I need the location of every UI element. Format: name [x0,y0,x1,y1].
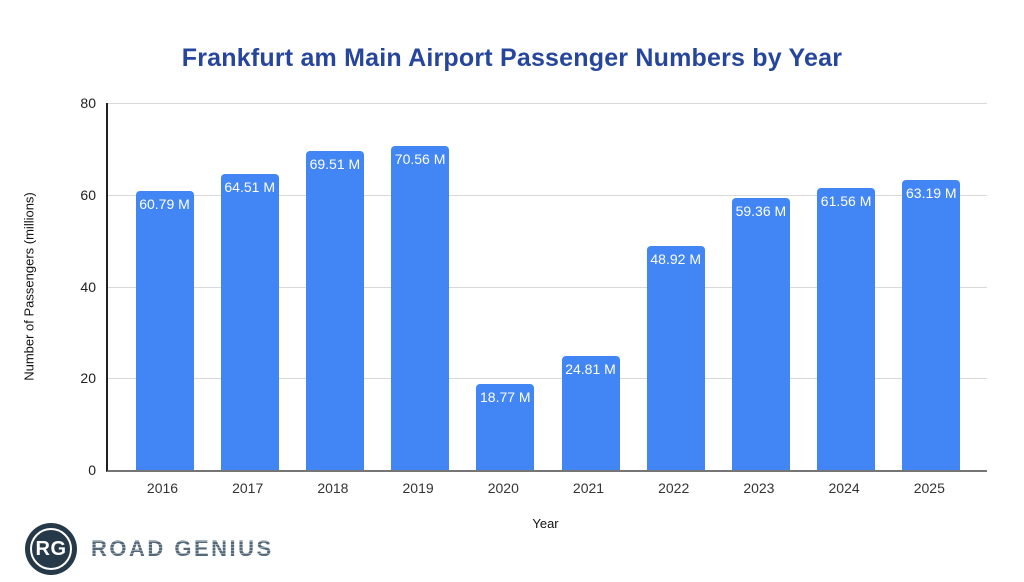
x-tick-label-2022: 2022 [658,480,690,496]
y-tick-label-40: 40 [80,278,96,295]
x-tick-label-2018: 2018 [317,480,349,496]
gridline-y-20 [108,378,987,380]
bar-2021: 24.81 M [561,356,620,470]
bar-value-label-2021: 24.81 M [565,361,616,378]
bar-2017: 64.51 M [220,174,279,470]
bar-value-label-2022: 48.92 M [650,250,701,267]
y-axis-title: Number of Passengers (millions) [21,192,37,381]
plot-area: 60.79 M 64.51 M 69.51 M 70.56 M 18.77 M 24.81… [106,103,987,472]
road-genius-logo: RG ROAD GENIUS [25,523,274,575]
bar-value-label-2020: 18.77 M [480,388,531,405]
x-tick-label-2025: 2025 [913,480,945,496]
bar-2016: 60.79 M [135,191,194,470]
x-tick-label-2021: 2021 [572,480,605,496]
y-tick-label-20: 20 [80,370,96,387]
gridline-y-80 [108,103,987,104]
bar-2018: 69.51 M [305,151,364,470]
rg-logo-monogram: RG [35,537,67,560]
y-tick-label-60: 60 [80,186,96,203]
road-genius-wordmark: ROAD GENIUS [91,536,274,561]
bar-value-label-2025: 63.19 M [906,185,957,202]
bar-value-label-2017: 64.51 M [224,179,275,196]
bar-2024: 61.56 M [817,187,876,470]
x-tick-label-2016: 2016 [146,480,179,496]
y-tick-label-80: 80 [80,95,96,111]
bar-value-label-2018: 69.51 M [309,156,361,173]
bar-value-label-2019: 70.56 M [394,151,446,168]
bar-2023: 59.36 M [731,197,790,470]
x-tick-label-2023: 2023 [743,480,775,496]
bar-2019: 70.56 M [391,146,450,470]
x-tick-label-2020: 2020 [487,480,519,496]
bar-2025: 63.19 M [902,180,961,470]
bar-value-label-2016: 60.79 M [139,196,190,213]
bar-value-label-2024: 61.56 M [820,192,872,209]
bar-2020: 18.77 M [476,383,535,470]
gridline-y-60 [108,194,987,196]
x-axis-title: Year [532,516,559,531]
x-tick-label-2024: 2024 [828,480,860,496]
y-tick-label-0: 0 [88,462,96,478]
x-tick-label-2017: 2017 [232,480,264,496]
bar-value-label-2023: 59.36 M [735,202,787,219]
chart-title: Frankfurt am Main Airport Passenger Numb… [181,44,843,72]
gridline-y-40 [108,286,987,288]
bar-2022: 48.92 M [646,245,705,470]
rg-logo-ring: RG [30,528,72,570]
rg-logo-badge: RG [25,523,77,575]
x-tick-label-2019: 2019 [402,480,434,496]
